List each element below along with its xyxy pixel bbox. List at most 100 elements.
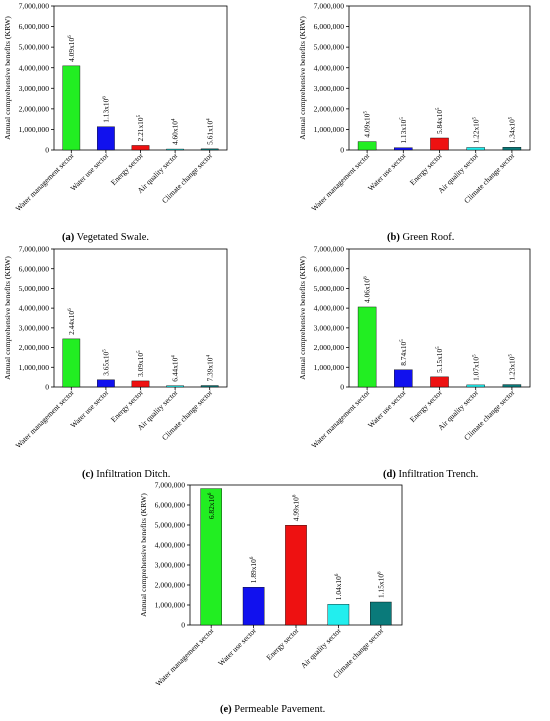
chart-d: 0 1,000,000 2,000,000 3,000,000 4,000,000 5,0… (298, 245, 531, 450)
data-label-exponent: 6 (335, 573, 340, 576)
y-tick-label: 0 (340, 383, 344, 392)
data-label-mantissa: 7.39x10 (205, 357, 214, 381)
caption-letter-a: (a) (62, 232, 75, 243)
y-tick-label: 1,000,000 (19, 125, 50, 134)
caption-d: (d) Infiltration Trench. (383, 469, 478, 480)
data-label-mantissa: 8.74x10 (399, 341, 408, 365)
x-tick-label-2: Water use sector (366, 388, 408, 430)
caption-text-c: Infiltration Ditch. (93, 469, 171, 480)
data-label-mantissa: 1.07x10 (471, 357, 480, 381)
y-tick-label: 3,000,000 (314, 323, 345, 332)
data-label-1: 2.44x106 (67, 308, 76, 335)
data-label-mantissa: 2.21x10 (136, 117, 145, 141)
data-label-mantissa: 1.22x10 (471, 119, 480, 143)
data-label-5: 1.23x105 (508, 354, 517, 381)
y-tick-label: 3,000,000 (155, 561, 186, 570)
data-label-mantissa: 3.09x10 (136, 353, 145, 377)
data-label-mantissa: 1.13x10 (102, 98, 111, 122)
data-label-exponent: 5 (436, 107, 441, 110)
bar-2 (97, 126, 115, 151)
y-tick-label: 2,000,000 (314, 343, 345, 352)
data-label-4: 6.44x104 (171, 355, 180, 382)
y-tick-label: 4,000,000 (314, 63, 345, 72)
data-label-exponent: 6 (68, 308, 73, 311)
y-tick-label: 0 (45, 146, 49, 155)
chart-panel-c: 0 1,000,000 2,000,000 3,000,000 4,000,000 5,0… (0, 243, 275, 493)
y-tick-label: 5,000,000 (19, 284, 50, 293)
data-label-mantissa: 1.89x10 (249, 559, 258, 583)
chart-panel-a: 0 1,000,000 2,000,000 3,000,000 4,000,000 5,0… (0, 0, 275, 250)
y-tick-label: 1,000,000 (155, 601, 186, 610)
caption-text-a: Vegetated Swale. (74, 232, 149, 243)
x-tick-label-2: Water use sector (216, 626, 258, 668)
data-label-exponent: 5 (137, 114, 142, 117)
data-label-mantissa: 6.44x10 (171, 357, 180, 381)
y-tick-label: 0 (340, 146, 344, 155)
caption-letter-b: (b) (387, 232, 400, 243)
bar-5 (200, 385, 219, 388)
y-tick-label: 3,000,000 (19, 323, 50, 332)
bar-5 (502, 147, 522, 151)
y-tick-label: 4,000,000 (19, 304, 50, 313)
data-label-mantissa: 5.15x10 (435, 349, 444, 373)
caption-text-e: Permeable Pavement. (231, 704, 326, 715)
bar-1 (357, 141, 377, 151)
data-label-exponent: 4 (172, 355, 177, 358)
data-label-mantissa: 5.84x10 (435, 110, 444, 134)
bar-2 (97, 379, 115, 388)
chart-b: 0 1,000,000 2,000,000 3,000,000 4,000,000 5,0… (298, 2, 531, 213)
data-label-exponent: 4 (206, 118, 211, 121)
data-label-3: 3.09x105 (136, 350, 145, 377)
bar-2 (394, 369, 413, 388)
data-label-2: 1.13x105 (399, 117, 408, 144)
data-label-exponent: 4 (206, 355, 211, 358)
y-tick-label: 7,000,000 (314, 245, 345, 254)
bar-5 (369, 601, 392, 626)
x-tick-label-1: Water management sector (14, 151, 76, 213)
y-tick-label: 1,000,000 (314, 125, 345, 134)
x-tick-label-1: Water management sector (154, 626, 216, 688)
x-tick-label-2: Water use sector (366, 151, 408, 193)
data-label-mantissa: 1.13x10 (399, 119, 408, 143)
data-label-exponent: 5 (400, 339, 405, 342)
y-axis-label: Annual comprehensive benefits (KRW) (139, 493, 148, 617)
data-label-exponent: 6 (68, 35, 73, 38)
bar-3 (131, 380, 150, 388)
bar-4 (466, 147, 485, 151)
data-label-mantissa: 1.34x10 (508, 119, 517, 143)
data-label-5: 1.15x106 (376, 571, 385, 598)
y-tick-label: 6,000,000 (314, 264, 345, 273)
chart-panel-d: 0 1,000,000 2,000,000 3,000,000 4,000,000 5,0… (275, 243, 550, 493)
y-tick-label: 7,000,000 (155, 481, 186, 490)
y-tick-label: 5,000,000 (19, 43, 50, 52)
y-tick-label: 2,000,000 (19, 104, 50, 113)
data-label-mantissa: 1.23x10 (508, 356, 517, 380)
data-label-mantissa: 2.44x10 (67, 311, 76, 335)
data-label-1: 4.06x106 (363, 276, 372, 303)
x-tick-label-3: Energy sector (264, 626, 300, 662)
y-tick-label: 6,000,000 (314, 22, 345, 31)
data-label-1: 6.82x106 (207, 492, 216, 519)
caption-letter-e: (e) (220, 704, 232, 715)
caption-c: (c) Infiltration Ditch. (82, 469, 170, 480)
y-tick-label: 4,000,000 (155, 541, 186, 550)
bar-5 (200, 148, 219, 151)
data-label-mantissa: 4.09x10 (363, 113, 372, 137)
x-tick-label-1: Water management sector (310, 151, 372, 213)
data-label-mantissa: 1.04x10 (334, 576, 343, 600)
data-label-2: 3.65x105 (102, 349, 111, 376)
data-label-exponent: 6 (293, 494, 298, 497)
data-label-2: 8.74x105 (399, 339, 408, 366)
y-tick-label: 2,000,000 (155, 581, 186, 590)
data-label-3: 2.21x105 (136, 114, 145, 141)
data-label-mantissa: 4.09x10 (67, 38, 76, 62)
data-label-exponent: 5 (472, 354, 477, 357)
caption-a: (a) Vegetated Swale. (62, 232, 149, 243)
caption-text-b: Green Roof. (399, 232, 455, 243)
data-label-3: 5.15x105 (435, 346, 444, 373)
chart-e: 0 1,000,000 2,000,000 3,000,000 4,000,000 5,0… (139, 481, 403, 688)
data-label-3: 5.84x105 (435, 107, 444, 134)
data-label-mantissa: 1.15x10 (376, 574, 385, 598)
x-tick-label-1: Water management sector (14, 388, 76, 450)
data-label-4: 1.07x105 (471, 354, 480, 381)
